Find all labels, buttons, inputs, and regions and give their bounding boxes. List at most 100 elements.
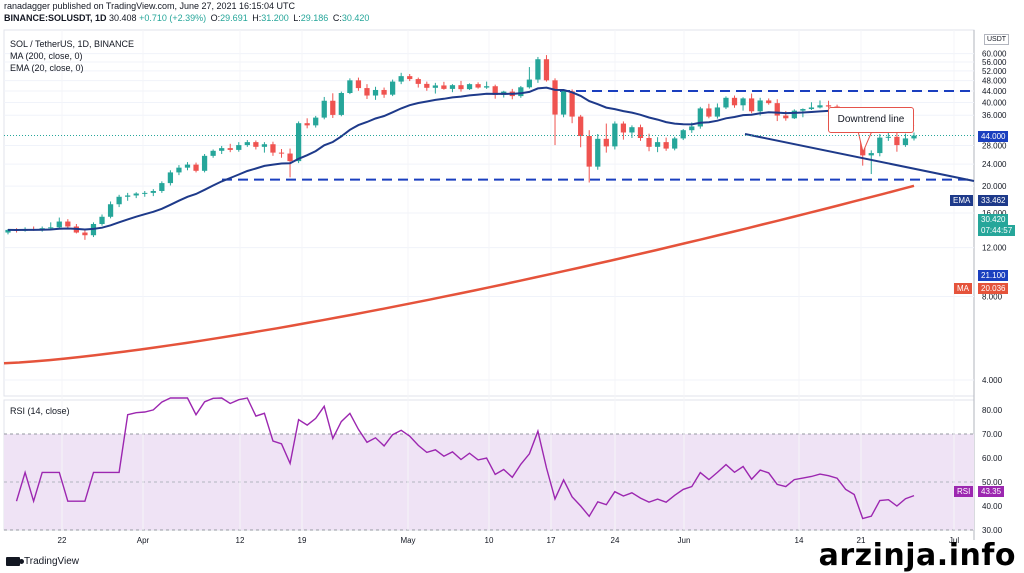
candle-body — [381, 89, 387, 95]
candle-body — [560, 91, 567, 115]
open-label: O: — [210, 13, 221, 23]
candle-body — [518, 87, 524, 97]
time-tick-label: 22 — [58, 536, 67, 545]
candle-body — [167, 172, 174, 184]
price-tick-label: 48.000 — [982, 77, 1007, 86]
candle-body — [407, 76, 413, 80]
support-price-tag: 21.100 — [978, 270, 1009, 281]
close-price-tag: 30.420 — [978, 214, 1009, 225]
candle-body — [723, 97, 729, 108]
candle-body — [637, 127, 644, 139]
candle-body — [740, 98, 746, 106]
candle-body — [313, 117, 319, 126]
candle-body — [877, 137, 883, 154]
candle-body — [424, 83, 430, 88]
candle-body — [321, 100, 327, 118]
candle-body — [868, 153, 874, 156]
candle-body — [48, 227, 54, 229]
candle-body — [278, 152, 285, 154]
price-tick-label: 60.000 — [982, 50, 1007, 59]
low-label: L: — [293, 13, 301, 23]
candle-body — [415, 79, 421, 84]
candle-body — [689, 126, 695, 131]
candle-body — [261, 144, 268, 147]
candle-body — [535, 59, 541, 80]
price-tick-label: 16.000 — [982, 209, 1007, 218]
rsi-tick-label: 70.00 — [982, 430, 1003, 439]
candle-body — [706, 108, 712, 117]
candle-body — [82, 232, 88, 236]
candle-body — [766, 100, 772, 104]
candle-body — [808, 107, 815, 110]
candle-body — [774, 103, 780, 116]
candle-body — [714, 107, 721, 117]
price-tick-label: 56.000 — [982, 58, 1007, 67]
candle-body — [176, 167, 182, 173]
candle-body — [578, 116, 584, 137]
candle-body — [253, 142, 259, 147]
price-tick-label: 36.000 — [982, 111, 1007, 120]
candle-body — [227, 148, 233, 150]
candle-body — [372, 89, 379, 96]
candle-body — [219, 148, 225, 151]
price-tick-label: 52.000 — [982, 67, 1007, 76]
close-label: C: — [332, 13, 342, 23]
downtrend-callout: Downtrend line — [828, 107, 914, 133]
candle-body — [184, 164, 191, 168]
candle-body — [748, 98, 755, 112]
tradingview-logo[interactable]: TradingView — [6, 556, 79, 567]
candle-body — [56, 221, 62, 228]
candle-body — [731, 97, 738, 106]
candle-body — [654, 142, 661, 147]
candle-body — [885, 136, 891, 138]
candle-body — [902, 138, 909, 146]
candle-body — [193, 164, 199, 171]
low-value: 29.186 — [300, 13, 329, 23]
price-tick-label: 28.000 — [982, 142, 1007, 151]
candle-body — [389, 81, 396, 95]
tradingview-logo-text: TradingView — [24, 556, 80, 567]
publisher-line: ranadagger published on TradingView.com,… — [4, 1, 296, 11]
rsi-tick-label: 60.00 — [982, 454, 1003, 463]
candle-body — [620, 123, 627, 133]
symbol: BINANCE:SOLUSDT, 1D — [4, 13, 107, 23]
rsi-legend: RSI (14, close) — [10, 406, 70, 416]
symbol-ohlc-line: BINANCE:SOLUSDT, 1D 30.408 +0.710 (+2.39… — [4, 13, 369, 23]
candle-body — [800, 109, 806, 111]
downtrend-line — [744, 133, 975, 182]
price-tick-label: 40.000 — [982, 99, 1007, 108]
candle-body — [697, 108, 703, 127]
candle-body — [201, 155, 208, 171]
legend-ma: MA (200, close, 0) — [10, 51, 83, 61]
time-tick-label: Jun — [678, 536, 691, 545]
candle-body — [894, 136, 900, 146]
legend-ema: EMA (20, close, 0) — [10, 63, 84, 73]
time-tick-label: 10 — [485, 536, 494, 545]
candle-body — [65, 221, 71, 227]
time-tick-label: 12 — [236, 536, 245, 545]
candle-body — [466, 84, 473, 90]
candle-body — [475, 84, 481, 88]
candle-body — [210, 150, 216, 156]
candle-body — [355, 80, 362, 89]
candle-body — [449, 85, 456, 89]
resistance-price-tag: 44.000 — [978, 131, 1009, 142]
candle-body — [159, 183, 165, 191]
candle-body — [484, 86, 490, 88]
price-tick-label: 12.000 — [982, 244, 1007, 253]
candle-body — [458, 85, 464, 90]
candle-body — [270, 144, 276, 153]
candle-body — [432, 85, 438, 88]
time-tick-label: 21 — [857, 536, 866, 545]
candle-body — [817, 105, 823, 108]
currency-label[interactable]: USDT — [984, 34, 1010, 45]
open-value: 29.691 — [220, 13, 248, 23]
candle-body — [825, 105, 832, 107]
candle-body — [680, 130, 686, 139]
last-price: 30.408 — [109, 13, 137, 23]
candle-body — [552, 80, 558, 115]
candle-body — [543, 59, 550, 81]
chart-legend: SOL / TetherUS, 1D, BINANCE MA (200, clo… — [10, 38, 134, 74]
candle-body — [338, 92, 344, 115]
